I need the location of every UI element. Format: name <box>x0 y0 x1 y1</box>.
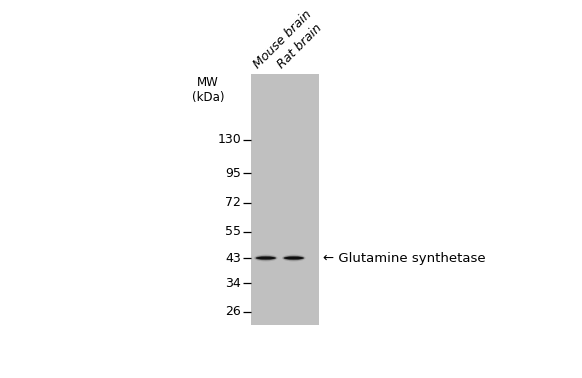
Text: Mouse brain: Mouse brain <box>251 8 314 71</box>
Text: 130: 130 <box>217 133 241 146</box>
Ellipse shape <box>283 256 304 260</box>
Text: 43: 43 <box>225 251 241 265</box>
Text: MW
(kDa): MW (kDa) <box>192 76 224 104</box>
Bar <box>251 74 318 325</box>
Ellipse shape <box>255 256 276 260</box>
Text: ← Glutamine synthetase: ← Glutamine synthetase <box>323 251 486 265</box>
Text: 72: 72 <box>225 197 241 209</box>
Text: Rat brain: Rat brain <box>275 22 324 71</box>
Ellipse shape <box>256 257 276 259</box>
Ellipse shape <box>254 255 278 262</box>
Text: 55: 55 <box>225 225 241 238</box>
Text: 26: 26 <box>225 305 241 318</box>
Ellipse shape <box>284 257 304 259</box>
Text: 95: 95 <box>225 167 241 180</box>
Ellipse shape <box>282 255 306 262</box>
Text: 34: 34 <box>225 277 241 290</box>
